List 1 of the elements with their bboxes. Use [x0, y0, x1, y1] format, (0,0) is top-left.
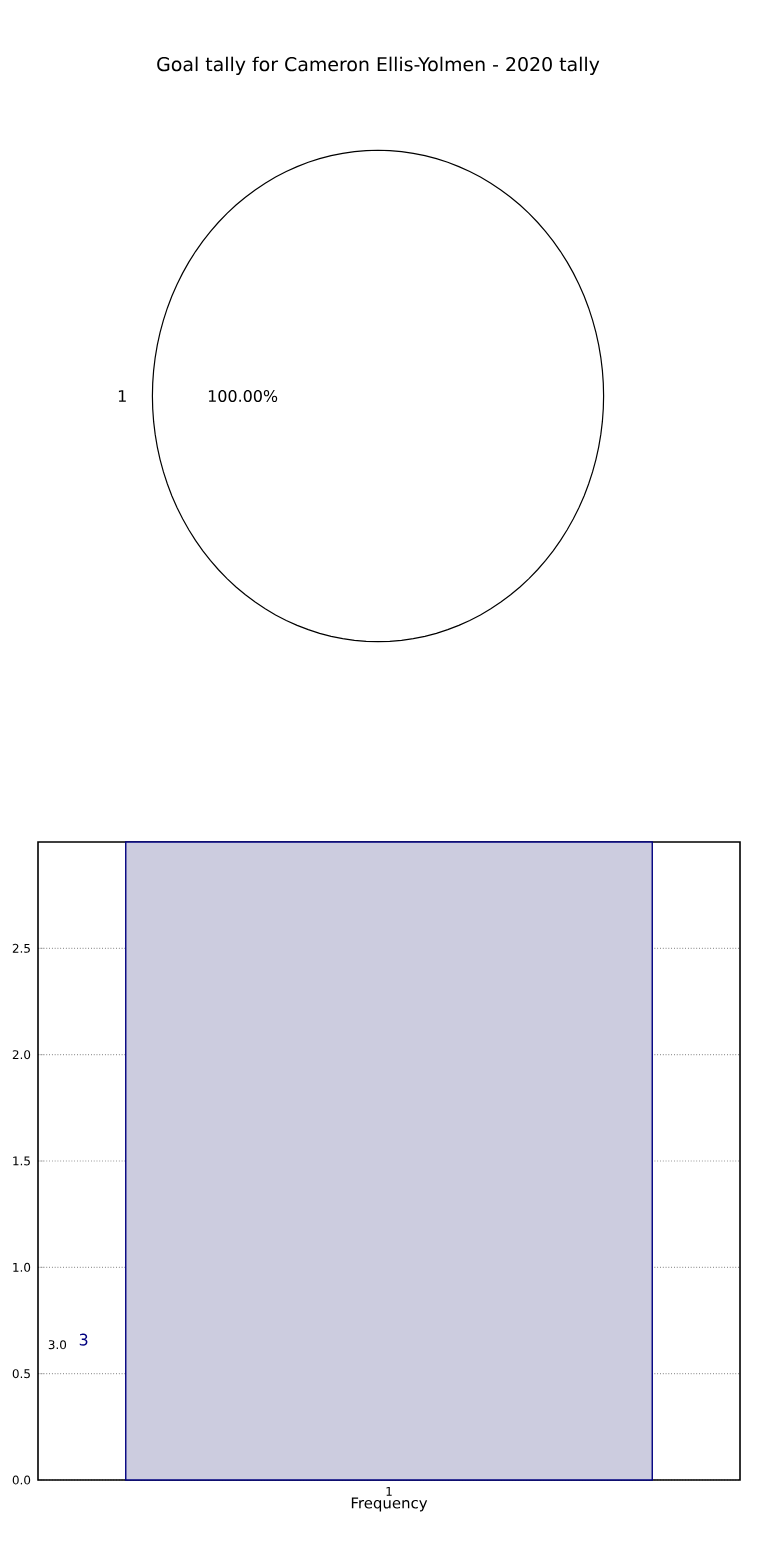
chart-title: Goal tally for Cameron Ellis-Yolmen - 2020 tally	[157, 56, 600, 75]
